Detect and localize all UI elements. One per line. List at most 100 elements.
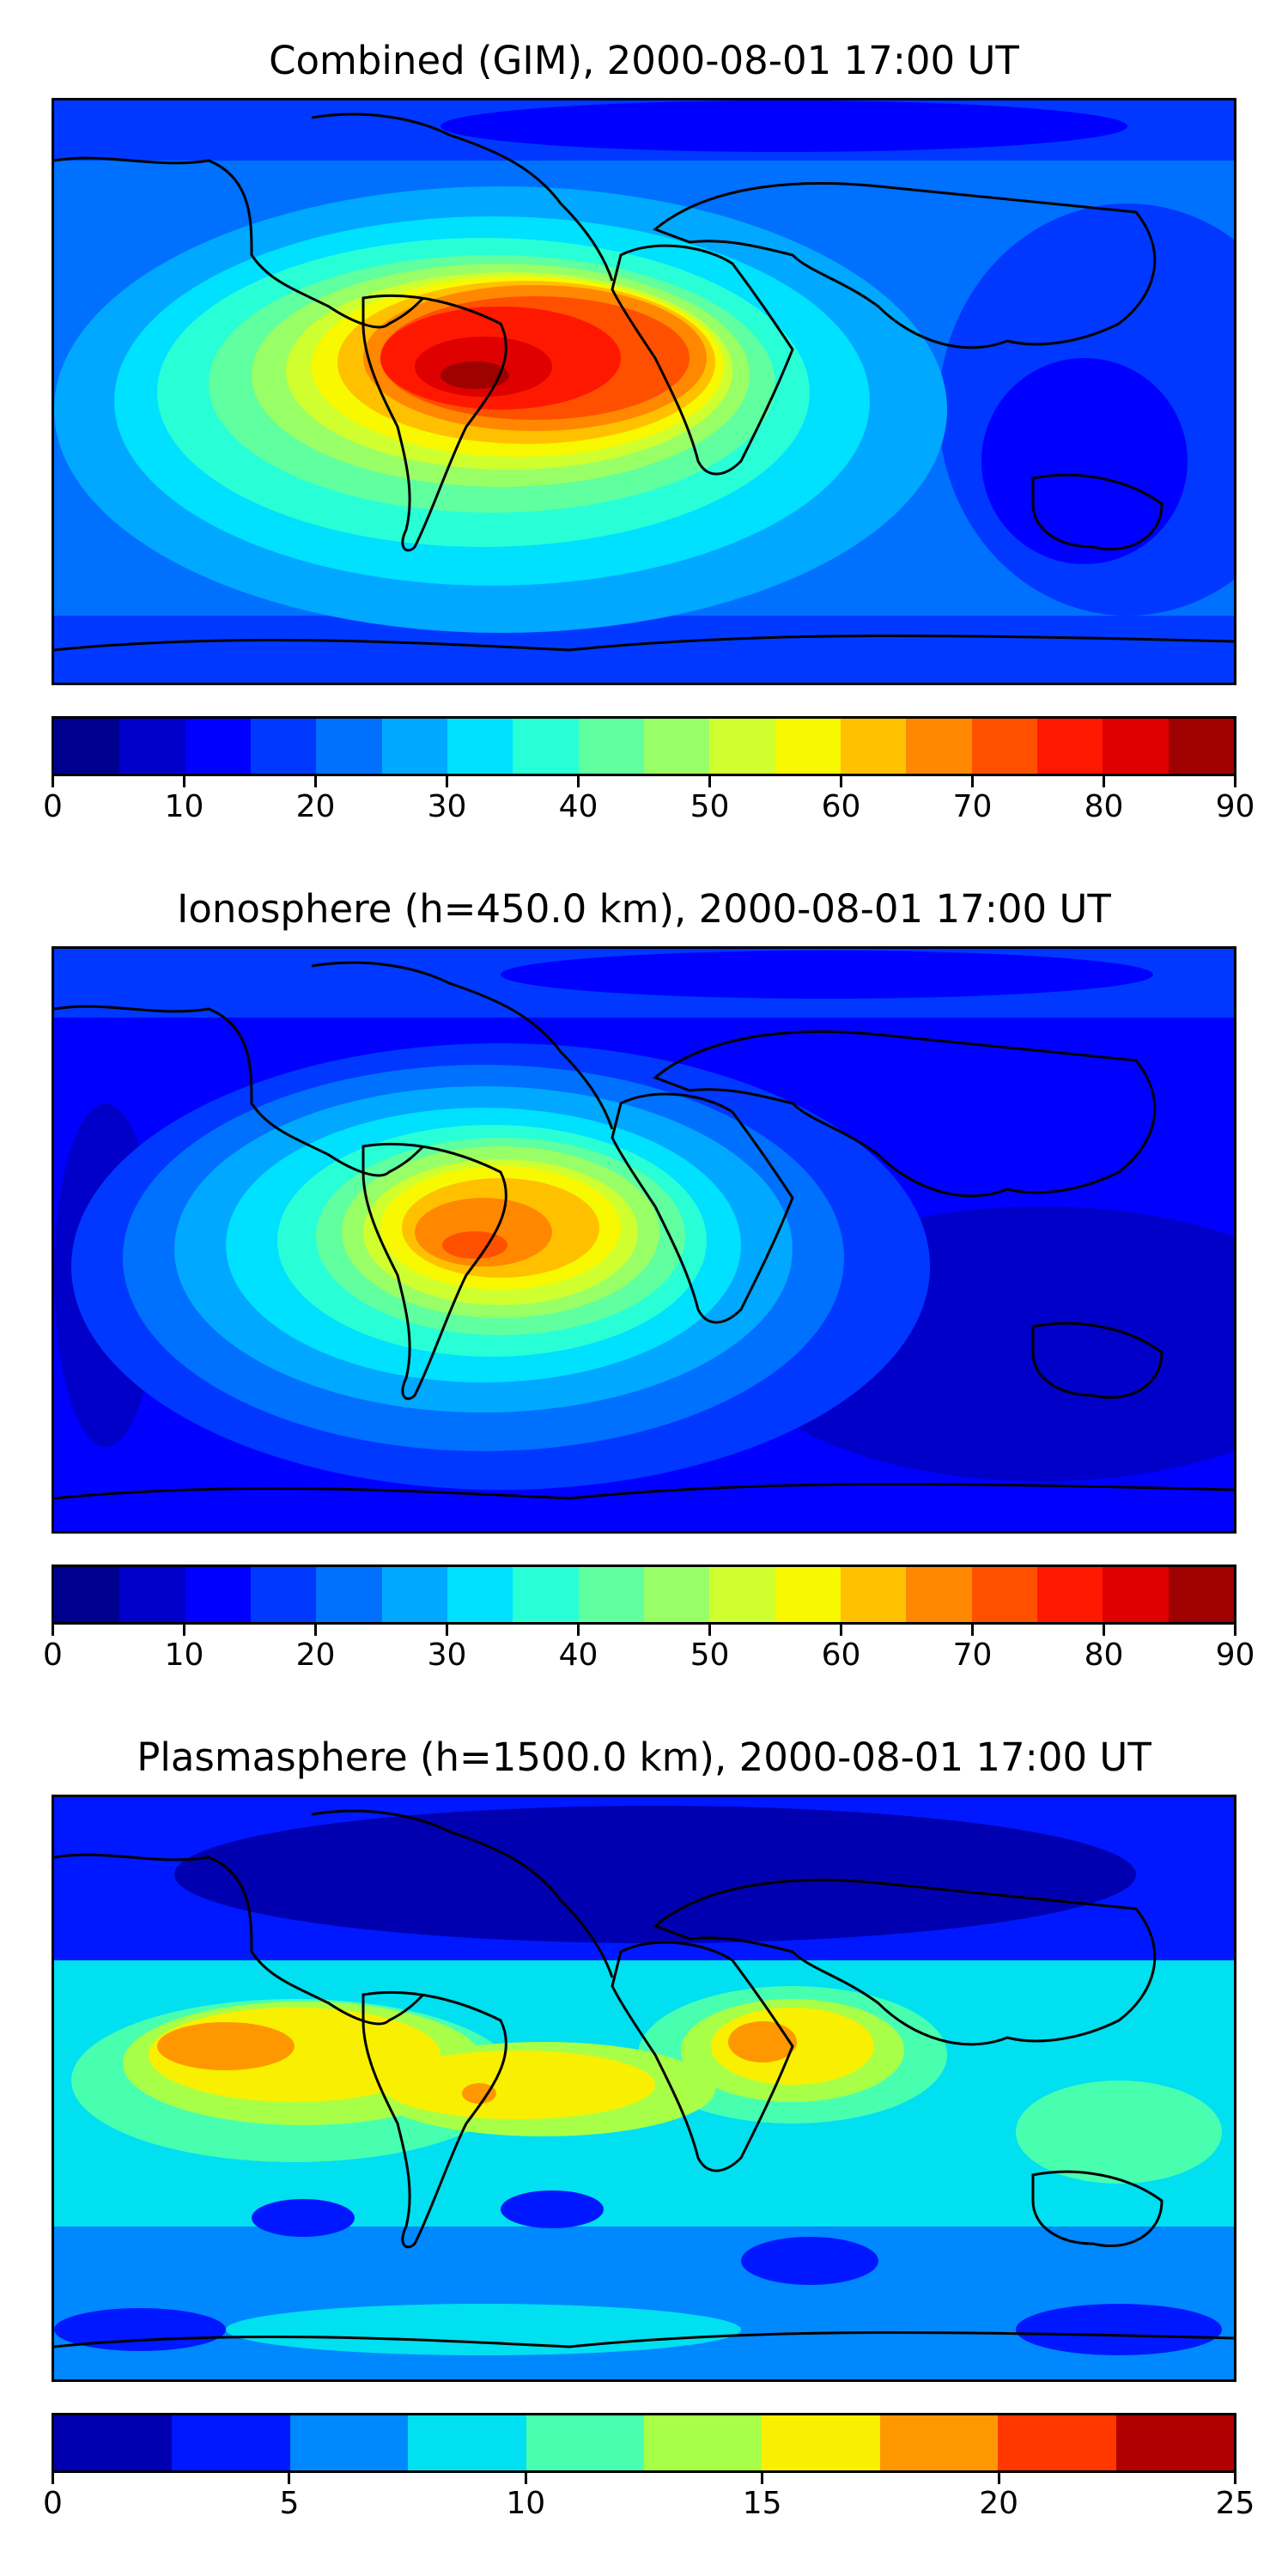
colorbar-segment [762,2415,880,2470]
colorbar-tick-label: 20 [295,1637,336,1673]
colorbar-segment [840,1567,907,1622]
colorbar-segment [185,1567,251,1622]
colorbar-tick-label: 15 [742,2486,782,2521]
colorbar-segment [447,1567,513,1622]
panel-1-contours [54,100,1234,683]
colorbar-tick-label: 50 [690,1637,730,1673]
panel-1-coastlines [54,112,1234,652]
colorbar-tick [1103,776,1105,787]
colorbar-segment [119,719,185,774]
colorbar-segment [1168,719,1234,774]
panel-2-map [52,946,1236,1534]
colorbar-tick [1234,2473,1236,2484]
colorbar-tick [708,776,711,787]
colorbar-segment [185,719,251,774]
panel-2-coastlines [54,961,1234,1500]
colorbar-tick-label: 25 [1215,2486,1255,2521]
colorbar-tick [52,776,54,787]
colorbar-segment [1103,719,1169,774]
colorbar-segment [643,1567,710,1622]
panel-3-map [52,1795,1236,2382]
colorbar-segment [775,1567,841,1622]
colorbar-tick-label: 80 [1084,1637,1124,1673]
colorbar-tick-label: 10 [506,2486,546,2521]
colorbar-segment [513,1567,579,1622]
colorbar-segment [1103,1567,1169,1622]
colorbar-segment [578,719,644,774]
colorbar-tick [1234,1625,1236,1636]
colorbar-tick [577,776,580,787]
colorbar-tick [52,2473,54,2484]
colorbar-tick [840,776,842,787]
colorbar-tick-label: 90 [1215,1637,1255,1673]
colorbar-segment [447,719,513,774]
colorbar-tick [971,1625,974,1636]
colorbar-segment [879,2415,999,2470]
colorbar-tick-label: 60 [821,1637,861,1673]
colorbar-tick-label: 20 [295,789,336,824]
colorbar-tick [183,1625,185,1636]
colorbar-segment [971,719,1037,774]
colorbar-tick-label: 90 [1215,789,1255,824]
panel-2-contours [54,949,1234,1490]
colorbar-tick [183,776,185,787]
colorbar-tick [446,1625,448,1636]
colorbar-tick-label: 0 [43,2486,63,2521]
colorbar-tick [1234,776,1236,787]
colorbar-segment [709,719,775,774]
panel-3-title: Plasmasphere (h=1500.0 km), 2000-08-01 1… [137,1735,1151,1780]
colorbar-tick [314,1625,317,1636]
colorbar-tick [577,1625,580,1636]
panel-1-colorbar [52,716,1236,776]
colorbar-segment [971,1567,1037,1622]
colorbar-segment [1036,1567,1103,1622]
colorbar-segment [840,719,907,774]
colorbar-tick-label: 5 [279,2486,300,2521]
colorbar-segment [643,719,710,774]
panel-1-title: Combined (GIM), 2000-08-01 17:00 UT [269,38,1019,83]
panel-2-colorbar [52,1564,1236,1625]
colorbar-tick-label: 10 [164,1637,204,1673]
colorbar-tick [288,2473,291,2484]
colorbar-segment [316,719,382,774]
colorbar-tick-label: 80 [1084,789,1124,824]
colorbar-segment [513,719,579,774]
colorbar-tick [840,1625,842,1636]
colorbar-tick [761,2473,764,2484]
colorbar-segment [381,719,447,774]
panel-1-map [52,98,1236,685]
colorbar-segment [172,2415,290,2470]
colorbar-tick-label: 70 [952,789,993,824]
colorbar-tick-label: 40 [558,789,598,824]
colorbar-segment [526,2415,645,2470]
colorbar-segment [119,1567,185,1622]
panel-3-colorbar [52,2413,1236,2473]
colorbar-segment [906,719,972,774]
colorbar-segment [1168,1567,1234,1622]
panel-3-coastlines [54,1809,1234,2348]
colorbar-tick-label: 30 [427,1637,467,1673]
colorbar-segment [250,1567,317,1622]
colorbar-segment [54,2415,173,2470]
colorbar-segment [775,719,841,774]
colorbar-segment [250,719,317,774]
colorbar-segment [54,719,120,774]
colorbar-segment [408,2415,526,2470]
colorbar-segment [381,1567,447,1622]
colorbar-tick [997,2473,1000,2484]
colorbar-segment [644,2415,762,2470]
colorbar-tick-label: 50 [690,789,730,824]
colorbar-segment [906,1567,972,1622]
colorbar-tick-label: 0 [43,789,63,824]
colorbar-tick-label: 20 [979,2486,1018,2521]
colorbar-segment [1036,719,1103,774]
colorbar-segment [289,2415,409,2470]
colorbar-tick [524,2473,527,2484]
colorbar-segment [316,1567,382,1622]
colorbar-tick-label: 70 [952,1637,993,1673]
colorbar-segment [578,1567,644,1622]
colorbar-tick [314,776,317,787]
colorbar-tick-label: 0 [43,1637,63,1673]
colorbar-segment [709,1567,775,1622]
panel-2-title: Ionosphere (h=450.0 km), 2000-08-01 17:0… [177,886,1111,932]
